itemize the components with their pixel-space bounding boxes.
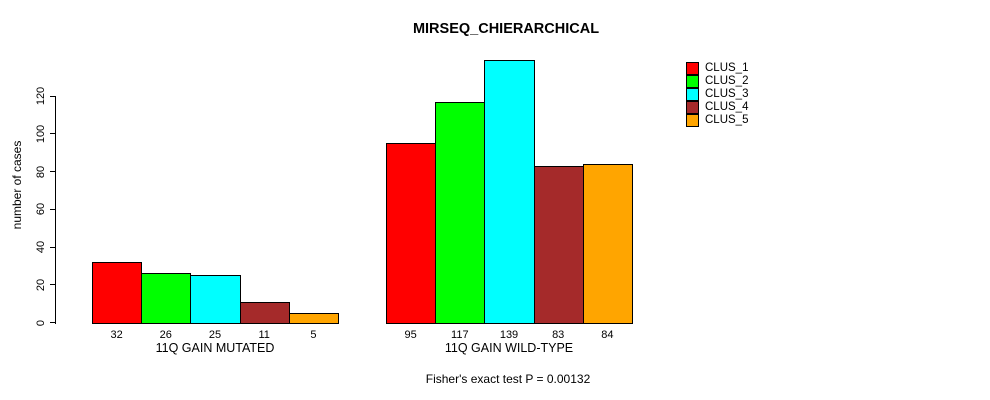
chart-title: MIRSEQ_CHIERARCHICAL bbox=[412, 21, 600, 37]
legend-label: CLUS_3 bbox=[705, 88, 749, 100]
y-tick-label: 60 bbox=[35, 203, 47, 216]
legend: CLUS_1 CLUS_2 CLUS_3 CLUS_4 CLUS_5 bbox=[686, 62, 748, 127]
y-tick bbox=[50, 95, 55, 97]
bar-value-label: 95 bbox=[404, 329, 417, 341]
y-axis-label: number of cases bbox=[10, 140, 24, 230]
bar-value-label: 84 bbox=[601, 329, 614, 341]
bar bbox=[92, 262, 142, 324]
group-label: 11Q GAIN MUTATED bbox=[155, 341, 275, 355]
bar-value-label: 83 bbox=[552, 329, 565, 341]
legend-label: CLUS_2 bbox=[705, 75, 749, 87]
y-axis-line bbox=[55, 96, 56, 324]
bar-value-label: 5 bbox=[310, 329, 317, 341]
y-tick-label: 20 bbox=[35, 278, 47, 291]
annotation-text: Fisher's exact test P = 0.00132 bbox=[425, 372, 591, 386]
y-tick bbox=[50, 246, 55, 248]
legend-swatch bbox=[686, 114, 699, 127]
legend-item: CLUS_4 bbox=[686, 101, 748, 114]
legend-item: CLUS_5 bbox=[686, 114, 748, 127]
legend-item: CLUS_3 bbox=[686, 88, 748, 101]
legend-swatch bbox=[686, 75, 699, 88]
legend-item: CLUS_2 bbox=[686, 75, 748, 88]
bar-value-label: 32 bbox=[110, 329, 123, 341]
y-tick bbox=[50, 208, 55, 210]
y-tick-label: 0 bbox=[35, 319, 47, 326]
legend-label: CLUS_5 bbox=[705, 114, 749, 126]
bar bbox=[386, 143, 436, 324]
bar bbox=[289, 313, 339, 324]
legend-swatch bbox=[686, 101, 699, 114]
legend-item: CLUS_1 bbox=[686, 62, 748, 75]
y-tick-label: 80 bbox=[35, 165, 47, 178]
y-tick-label: 40 bbox=[35, 240, 47, 254]
y-tick bbox=[50, 322, 55, 323]
bar-value-label: 26 bbox=[159, 329, 172, 341]
group-label: 11Q GAIN WILD-TYPE bbox=[444, 341, 574, 355]
legend-swatch bbox=[686, 62, 699, 75]
bar bbox=[435, 102, 485, 324]
bar bbox=[240, 302, 290, 324]
bar bbox=[141, 273, 191, 324]
legend-label: CLUS_1 bbox=[705, 62, 749, 74]
y-tick-label: 100 bbox=[35, 124, 47, 143]
bar bbox=[484, 60, 535, 324]
legend-label: CLUS_4 bbox=[705, 101, 749, 113]
legend-swatch bbox=[686, 88, 699, 101]
y-tick bbox=[50, 284, 55, 286]
bar-value-label: 117 bbox=[451, 329, 469, 341]
bar bbox=[190, 275, 241, 324]
y-tick-label: 120 bbox=[35, 86, 47, 106]
bar-value-label: 25 bbox=[208, 329, 222, 341]
y-tick bbox=[50, 133, 55, 135]
bar bbox=[534, 166, 584, 324]
bar-value-label: 139 bbox=[499, 329, 519, 341]
bar bbox=[583, 164, 633, 324]
y-tick bbox=[50, 171, 55, 172]
bar-value-label: 11 bbox=[258, 329, 270, 341]
